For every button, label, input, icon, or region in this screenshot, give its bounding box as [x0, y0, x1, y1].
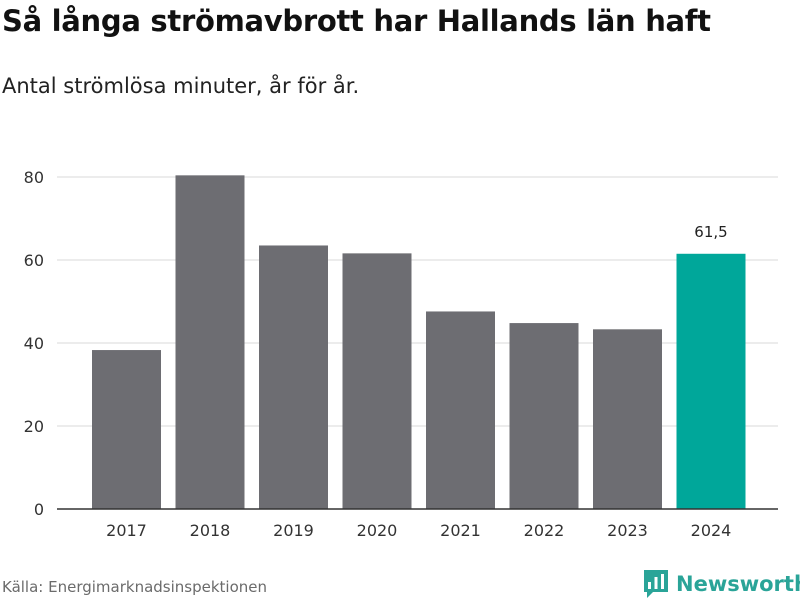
bars	[92, 175, 746, 509]
y-tick-label-20: 20	[24, 417, 44, 436]
gridlines	[57, 176, 778, 427]
source-note: Källa: Energimarknadsinspektionen	[2, 578, 268, 596]
brand-name: Newsworthy	[676, 572, 800, 596]
bar-2017	[92, 350, 161, 509]
y-tick-labels: 0 20 40 60 80	[24, 168, 44, 519]
bar-2022	[509, 323, 579, 509]
bar-2023	[593, 329, 662, 509]
brand-logo: Newsworthy	[644, 570, 800, 598]
bar-2021	[426, 311, 495, 509]
x-tick-label-2017: 2017	[106, 521, 147, 540]
bar-2018	[175, 175, 245, 509]
x-tick-label-2023: 2023	[607, 521, 648, 540]
x-tick-label-2018: 2018	[190, 521, 231, 540]
y-tick-label-80: 80	[24, 168, 44, 187]
x-tick-label-2024: 2024	[691, 521, 732, 540]
x-tick-labels: 2017 2018 2019 2020 2021 2022 2023 2024	[106, 521, 731, 540]
newsworthy-logo-icon	[644, 570, 668, 598]
y-tick-label-40: 40	[24, 334, 44, 353]
x-tick-label-2021: 2021	[440, 521, 481, 540]
x-tick-label-2020: 2020	[357, 521, 398, 540]
y-tick-label-0: 0	[34, 500, 44, 519]
bar-2024	[676, 253, 746, 509]
x-tick-label-2019: 2019	[273, 521, 314, 540]
y-tick-label-60: 60	[24, 251, 44, 270]
chart-title: Så långa strömavbrott har Hallands län h…	[2, 4, 711, 38]
bar-2020	[342, 253, 412, 509]
data-label-2024: 61,5	[694, 223, 727, 241]
bar-2019	[259, 245, 328, 509]
data-labels: 61,5	[694, 223, 727, 241]
x-tick-label-2022: 2022	[524, 521, 565, 540]
chart-subtitle: Antal strömlösa minuter, år för år.	[2, 74, 360, 98]
